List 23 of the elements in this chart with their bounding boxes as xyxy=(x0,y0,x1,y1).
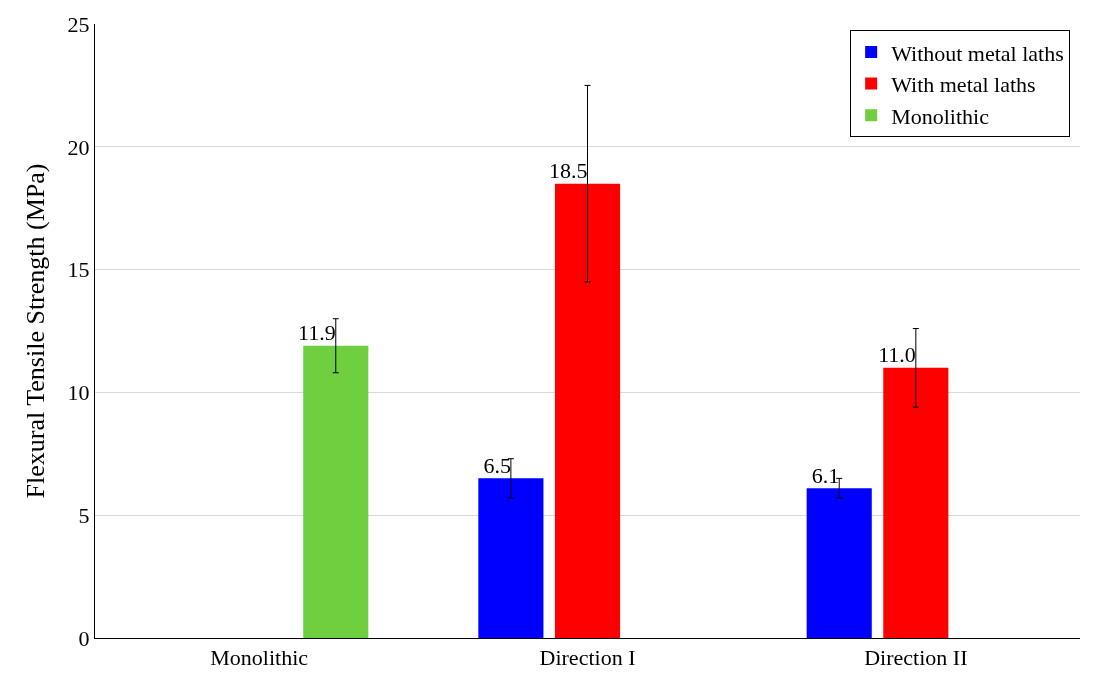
bar xyxy=(303,345,369,638)
data-label: 18.5 xyxy=(549,158,588,184)
data-label: 6.1 xyxy=(811,462,840,488)
y-tick-label: 0 xyxy=(78,625,90,651)
legend-label: Without metal laths xyxy=(891,40,1064,66)
bar xyxy=(806,488,872,638)
y-tick-label: 20 xyxy=(67,134,90,160)
data-label: 6.5 xyxy=(483,452,511,478)
y-axis-title: Flexural Tensile Strength (MPa) xyxy=(21,163,50,499)
bar xyxy=(883,367,949,638)
y-tick-label: 10 xyxy=(67,380,90,406)
bar xyxy=(554,183,621,638)
y-tick-label: 5 xyxy=(78,502,90,528)
bar xyxy=(478,478,544,638)
y-tick-label: 25 xyxy=(67,11,90,37)
x-tick-label: Direction II xyxy=(864,645,968,671)
x-tick-label: Direction I xyxy=(539,645,636,671)
data-label: 11.0 xyxy=(878,342,916,368)
y-tick-label: 15 xyxy=(67,257,90,283)
legend-label: With metal laths xyxy=(891,72,1036,98)
x-tick-label: Monolithic xyxy=(210,645,309,671)
data-label: 11.9 xyxy=(298,320,336,346)
legend-label: Monolithic xyxy=(891,103,990,129)
